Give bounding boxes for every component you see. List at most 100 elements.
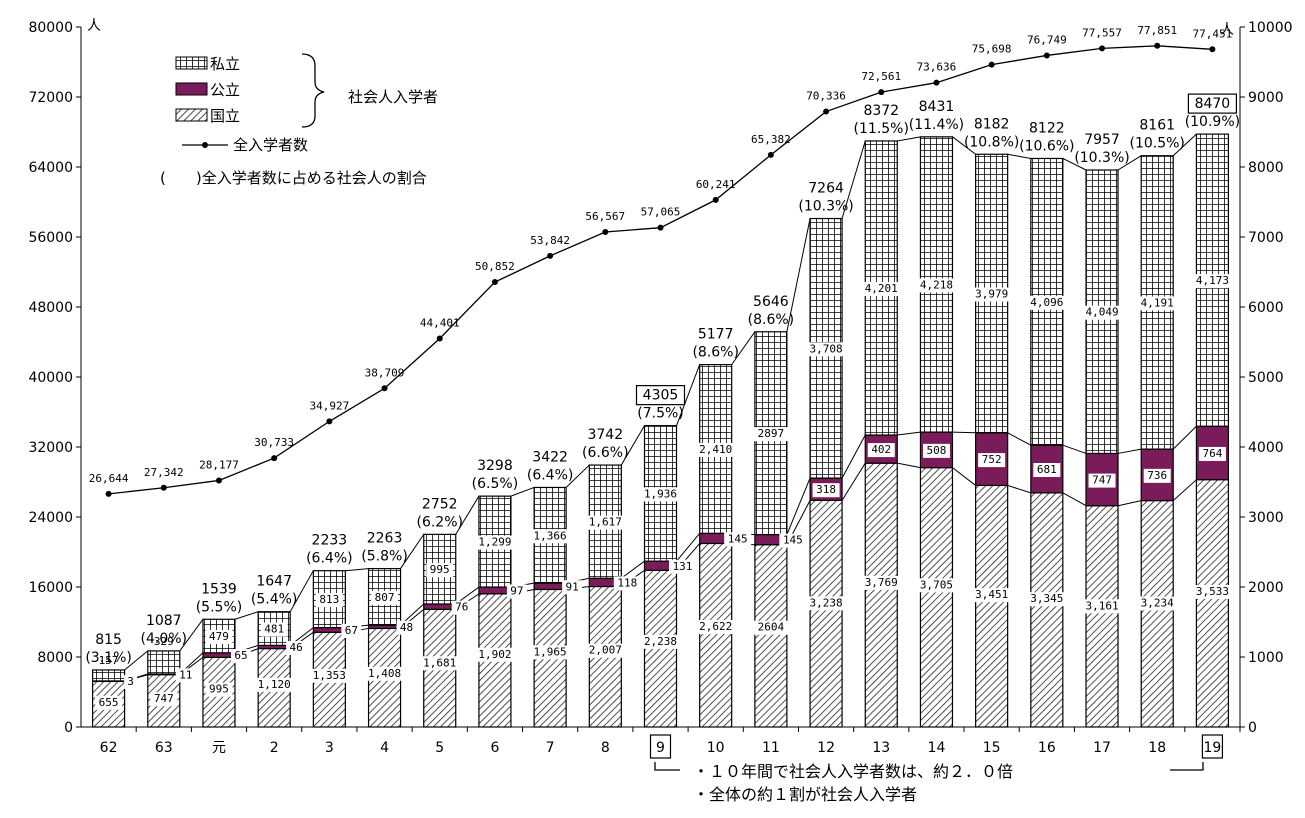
note-bracket [654, 762, 1204, 771]
line-value-label: 75,698 [972, 43, 1012, 56]
y-right-tick-label: 9000 [1248, 90, 1284, 106]
data-label-public: 402 [871, 443, 891, 456]
data-label-private-bg [860, 281, 902, 296]
data-label-national: 2,622 [699, 620, 732, 633]
bar-segment-national [1030, 492, 1064, 728]
total-label: 3298 [477, 458, 513, 474]
percent-label: (6.4%) [527, 467, 574, 483]
data-label-national: 995 [209, 683, 229, 696]
data-label-public: 91 [565, 580, 578, 593]
segment-connector [621, 560, 645, 579]
data-label-national: 1,120 [258, 678, 291, 691]
data-label-national-bg [1081, 599, 1123, 614]
data-label-national: 747 [154, 692, 174, 705]
data-label-private: 4,049 [1085, 306, 1118, 319]
data-label-private: 479 [209, 630, 229, 643]
data-label-public: 3 [127, 675, 134, 688]
data-label-national-bg [253, 677, 295, 692]
segment-connector [952, 467, 976, 486]
total-label: 8372 [863, 103, 899, 119]
segment-connector [841, 434, 866, 479]
data-label-private: 4,096 [1030, 296, 1063, 309]
total-label: 2752 [422, 496, 458, 512]
line-value-label: 72,561 [861, 70, 901, 83]
line-point [878, 89, 885, 96]
segment-connector [565, 464, 590, 488]
segment-connector [620, 425, 645, 466]
line-point [1099, 45, 1106, 52]
y-right-unit: 人 [1220, 22, 1234, 38]
segment-connector [179, 618, 204, 652]
y-right-tick-label: 6000 [1248, 300, 1284, 316]
y-left-tick-label: 64000 [28, 160, 73, 176]
x-tick-label: 3 [325, 740, 334, 756]
data-label-private: 3,708 [810, 342, 843, 355]
data-label-national-bg [805, 596, 847, 611]
data-label-public-bg [867, 443, 895, 458]
bar-segment-national [1140, 500, 1174, 728]
y-left-tick-label: 80000 [28, 20, 73, 36]
note-line-2: ・全体の約１割が社会人入学者 [693, 785, 917, 804]
data-label-public-bg [124, 675, 138, 690]
segment-connector [1172, 133, 1197, 157]
total-label: 1539 [201, 581, 237, 597]
data-label-private: 813 [319, 593, 339, 606]
bar-segment-national [919, 467, 954, 728]
line-point [547, 252, 554, 259]
x-tick-label: 9 [656, 740, 665, 756]
y-left-tick-label: 24000 [28, 510, 73, 526]
total-box [1187, 93, 1238, 114]
line-point [602, 229, 609, 236]
line-value-label: 56,567 [585, 210, 625, 223]
data-label-private: 481 [264, 623, 284, 636]
y-right-tick-label: 8000 [1248, 160, 1284, 176]
data-label-private-bg [1026, 295, 1068, 310]
data-label-private: 4,191 [1141, 296, 1174, 309]
note-line-1: ・１０年間で社会人入学者数は、約２．０倍 [693, 762, 1013, 781]
data-label-private: 1,617 [589, 516, 622, 529]
data-label-national-bg [1191, 584, 1233, 599]
data-label-private-bg [260, 622, 288, 637]
line-point [1043, 52, 1050, 59]
data-label-public-bg [1198, 446, 1226, 461]
total-label: 7264 [808, 181, 844, 197]
percent-label: (5.8%) [361, 549, 408, 565]
data-label-private-bg [584, 515, 626, 530]
segment-connector [731, 331, 756, 365]
total-label: 2263 [367, 531, 403, 547]
percent-label: (4.0%) [141, 631, 188, 647]
data-label-national-bg [584, 643, 626, 658]
data-label-national: 655 [99, 696, 119, 709]
x-tick-label: 11 [762, 740, 780, 756]
y-right-tick-label: 0 [1248, 720, 1257, 736]
segment-connector [1117, 500, 1142, 507]
percent-label: (3.1%) [85, 650, 132, 666]
data-label-public-bg [1088, 473, 1116, 488]
data-label-national: 2,007 [589, 644, 622, 657]
data-label-national-bg [695, 620, 737, 635]
legend: 私立 公立 国立 社会人入学者 全入学者数 ( )全入学者数に占める社会人の割合 [160, 53, 438, 187]
percent-label: (10.9%) [1185, 114, 1240, 130]
bar-segment-national [975, 484, 1009, 728]
data-label-public: 736 [1147, 469, 1167, 482]
percent-label: (6.2%) [416, 514, 463, 530]
y-right-tick-label: 10000 [1248, 20, 1293, 36]
line-point [823, 108, 830, 115]
x-tick-label: 62 [100, 740, 118, 756]
data-label-national: 3,769 [865, 576, 898, 589]
line-point [436, 335, 443, 342]
data-labels: 655 3 157 815 (3.1%) 26,644 747 11 329 1087 (4.0%)… [85, 24, 1240, 710]
y-right-tick-label: 2000 [1248, 580, 1284, 596]
percent-label: (11.4%) [909, 117, 964, 133]
segment-connector [1062, 492, 1087, 507]
data-label-public-bg [922, 443, 950, 458]
percent-label: (10.3%) [1074, 150, 1129, 166]
data-label-national: 2604 [758, 621, 785, 634]
axes: 0800016000240003200040000480005600064000… [28, 18, 1293, 759]
data-label-national-bg [308, 668, 350, 683]
data-label-private-bg [426, 563, 454, 578]
data-label-private: 807 [375, 591, 395, 604]
data-label-national: 1,408 [368, 667, 401, 680]
y-left-tick-label: 48000 [28, 300, 73, 316]
